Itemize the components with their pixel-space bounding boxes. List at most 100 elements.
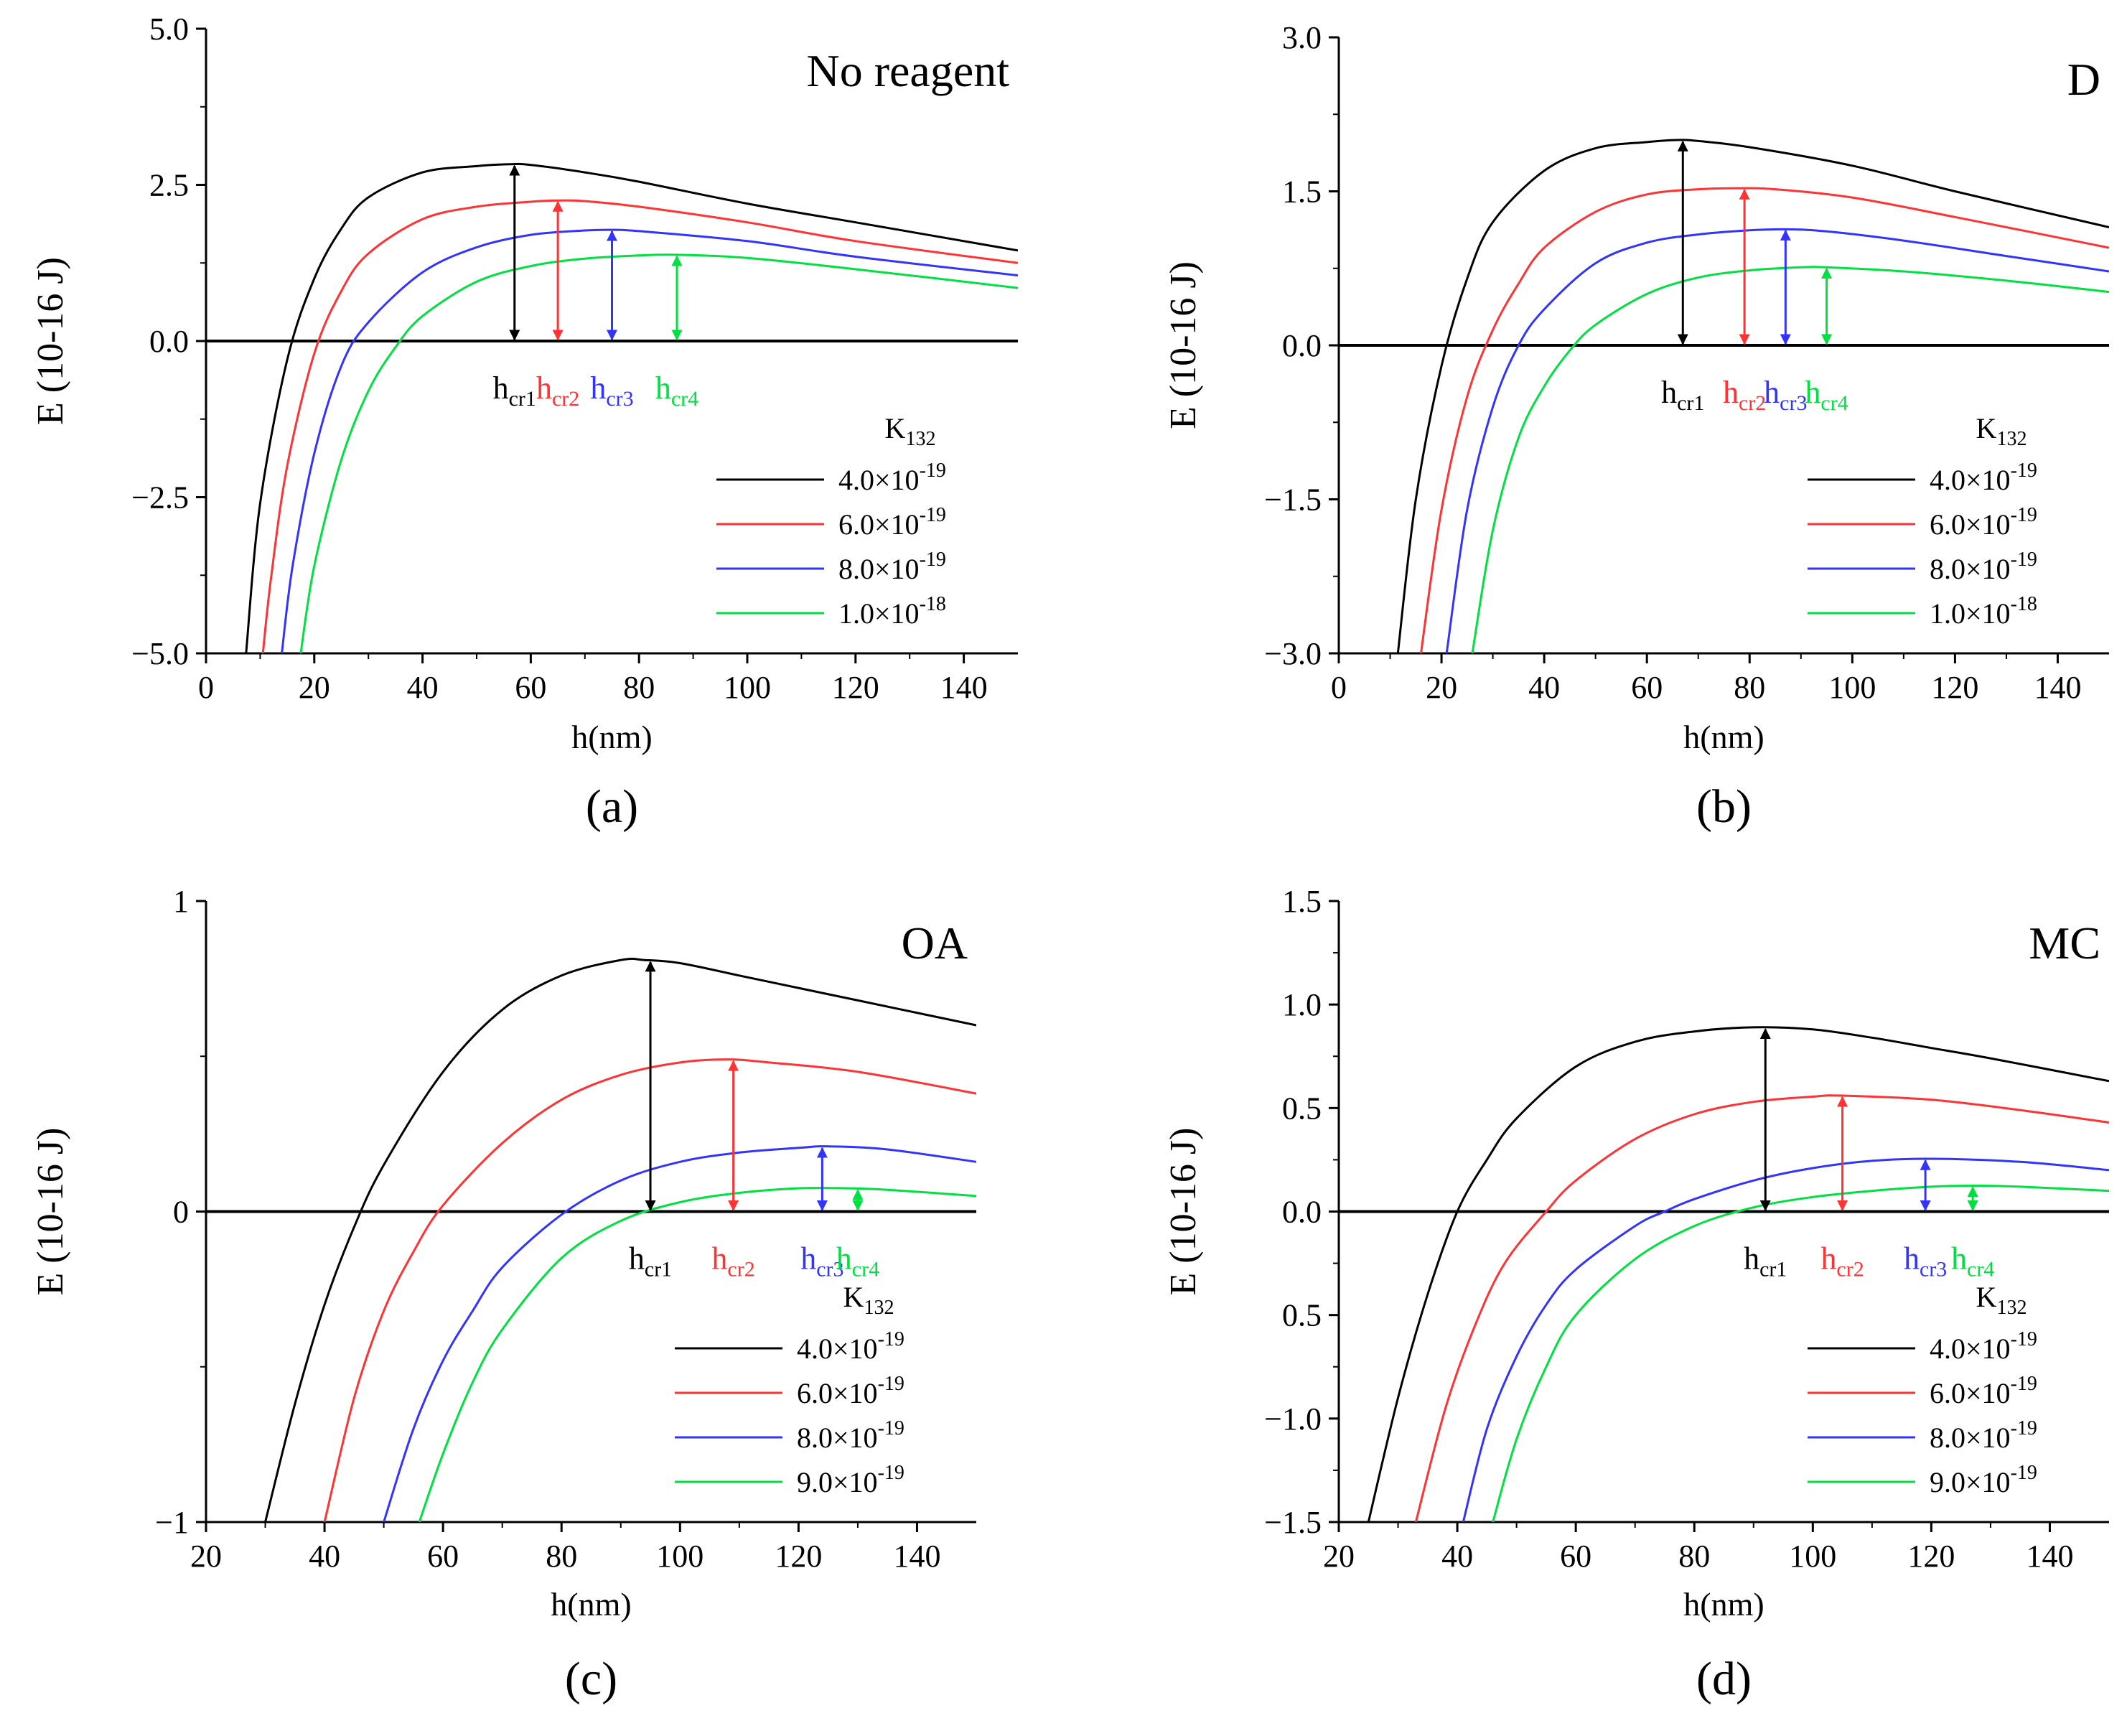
- label-subscript: cr2: [552, 387, 579, 411]
- x-tick-label: 80: [1678, 1539, 1710, 1574]
- legend-entry-3: 8.0×10-19: [797, 1417, 904, 1454]
- legend-title-text: K: [843, 1281, 864, 1313]
- critical-height-label-1: hcr1: [1661, 375, 1704, 415]
- critical-height-label-4: hcr4: [1951, 1241, 1994, 1282]
- y-tick-label: 2.5: [149, 168, 189, 203]
- chart-title: OA: [902, 918, 968, 969]
- x-tick-label: 140: [893, 1539, 940, 1574]
- y-tick-label: 0.0: [1282, 1195, 1322, 1230]
- label-base: h: [536, 370, 552, 406]
- legend-title-text: K: [885, 412, 906, 444]
- series-line-4: [418, 1187, 976, 1522]
- critical-height-label-4: hcr4: [836, 1241, 879, 1282]
- critical-height-label-3: hcr3: [1764, 375, 1807, 415]
- x-tick-label: 0: [1331, 670, 1347, 705]
- chart-title: D: [2067, 54, 2100, 105]
- label-base: h: [1805, 375, 1820, 410]
- label-base: h: [711, 1241, 727, 1277]
- y-tick-label: −3.0: [1264, 636, 1322, 671]
- legend-entry-4: 1.0×10-18: [1930, 593, 2037, 630]
- legend-entry-2: 6.0×10-19: [1930, 504, 2037, 541]
- panel-label: (d): [1696, 1653, 1752, 1705]
- series-line-3: [1462, 1157, 2109, 1522]
- legend-entry-1: 4.0×10-19: [797, 1328, 904, 1365]
- x-tick-label: 40: [407, 670, 439, 705]
- series-line-3: [281, 228, 1018, 653]
- label-subscript: cr4: [1820, 391, 1848, 415]
- legend-title: K132: [1976, 1281, 2027, 1319]
- y-tick-label: 0.5: [1282, 1298, 1322, 1333]
- y-axis-label: E (10-16 J): [1163, 261, 1204, 429]
- x-axis-label: h(nm): [551, 1586, 631, 1623]
- y-axis-label: E (10-16 J): [30, 257, 71, 425]
- x-tick-label: 140: [2034, 670, 2081, 705]
- critical-height-label-1: hcr1: [493, 370, 536, 411]
- x-tick-label: 40: [309, 1539, 340, 1574]
- label-base: h: [1820, 1241, 1836, 1277]
- legend-entry-2: 6.0×10-19: [797, 1373, 904, 1409]
- series-line-2: [1414, 1094, 2109, 1522]
- series-line-3: [383, 1145, 976, 1522]
- chart-panel-d: 20 40 60 80 100 120 140 1.5 1.0 0.5 0.0 0.5 −1.0 −1.5…: [1163, 884, 2109, 1705]
- critical-height-label-2: hcr2: [1723, 375, 1766, 415]
- y-axis-label: E (10-16 J): [30, 1128, 71, 1296]
- series-line-1: [1396, 139, 2109, 653]
- series-line-1: [245, 162, 1018, 653]
- x-tick-label: 120: [1907, 1539, 1955, 1574]
- x-tick-label: 100: [724, 670, 771, 705]
- series-line-4: [1471, 266, 2109, 653]
- series-line-1: [264, 957, 976, 1522]
- legend-title: K132: [1976, 412, 2027, 450]
- x-tick-label: 20: [1426, 670, 1457, 705]
- chart-title: No reagent: [806, 45, 1009, 96]
- panel-label: (c): [565, 1653, 617, 1705]
- x-axis-label: h(nm): [571, 719, 652, 755]
- legend-title-subscript: 132: [864, 1297, 894, 1319]
- label-subscript: cr2: [1836, 1258, 1864, 1282]
- y-tick-label: −1.5: [1264, 482, 1322, 518]
- label-subscript: cr1: [1759, 1258, 1787, 1282]
- critical-height-label-3: hcr3: [800, 1241, 843, 1282]
- label-base: h: [1744, 1241, 1759, 1277]
- x-tick-label: 40: [1441, 1539, 1473, 1574]
- legend-entry-2: 6.0×10-19: [1930, 1373, 2037, 1409]
- legend-title: K132: [843, 1281, 894, 1319]
- legend-title-text: K: [1976, 412, 1997, 444]
- legend-entry-1: 4.0×10-19: [1930, 1328, 2037, 1365]
- series-line-2: [323, 1058, 976, 1522]
- y-tick-label: 1.0: [1282, 987, 1322, 1022]
- legend-entry-1: 4.0×10-19: [838, 459, 946, 496]
- legend-entry-3: 8.0×10-19: [1930, 1417, 2037, 1454]
- critical-height-label-1: hcr1: [629, 1241, 672, 1282]
- chart-title: MC: [2029, 918, 2100, 969]
- y-tick-label: 5.0: [149, 11, 189, 47]
- label-subscript: cr4: [1967, 1258, 1994, 1282]
- label-subscript: cr2: [727, 1258, 754, 1282]
- y-tick-label: −5.0: [131, 636, 189, 671]
- critical-height-label-4: hcr4: [1805, 375, 1848, 415]
- x-tick-label: 60: [515, 670, 546, 705]
- legend-entry-4: 9.0×10-19: [797, 1462, 904, 1498]
- y-tick-label: −1.5: [1264, 1505, 1322, 1540]
- label-subscript: cr3: [816, 1258, 843, 1282]
- label-subscript: cr4: [671, 387, 698, 411]
- series-line-2: [261, 199, 1018, 653]
- y-tick-label: −2.5: [131, 480, 189, 515]
- y-tick-label: 0: [173, 1195, 189, 1230]
- series-line-4: [1492, 1184, 2109, 1522]
- critical-height-label-2: hcr2: [711, 1241, 754, 1282]
- x-tick-label: 0: [198, 670, 214, 705]
- label-base: h: [1723, 375, 1739, 410]
- y-tick-label: 1.5: [1282, 174, 1322, 210]
- series-line-3: [1445, 228, 2109, 653]
- y-tick-label: 0.0: [149, 324, 189, 359]
- y-tick-label: 0.5: [1282, 1091, 1322, 1126]
- label-base: h: [655, 370, 671, 406]
- x-tick-label: 20: [190, 1539, 222, 1574]
- y-tick-label: 1: [173, 884, 189, 919]
- legend-entry-2: 6.0×10-19: [838, 504, 946, 541]
- x-tick-label: 100: [656, 1539, 703, 1574]
- label-subscript: cr2: [1739, 391, 1766, 415]
